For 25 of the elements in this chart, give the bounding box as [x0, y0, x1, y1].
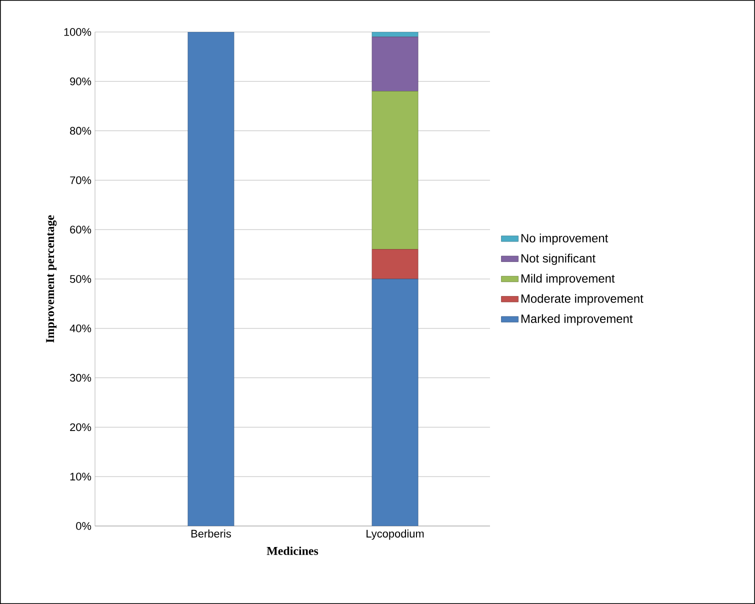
- x-axis-title: Medicines: [266, 546, 318, 555]
- x-tick-label: Berberis: [191, 530, 231, 538]
- y-tick-label: 0%: [76, 522, 92, 530]
- y-tick-label: 20%: [70, 423, 92, 432]
- bar: [188, 32, 234, 526]
- y-axis-title: Improvement percentage: [46, 215, 57, 343]
- y-tick-label: 100%: [64, 28, 92, 36]
- legend-label: Marked improvement: [521, 314, 633, 326]
- legend-label: No improvement: [521, 234, 608, 245]
- legend-label: Mild improvement: [521, 274, 615, 286]
- y-tick-label: 70%: [70, 176, 92, 184]
- y-tick-label: 80%: [70, 126, 92, 135]
- legend-label: Moderate improvement: [521, 294, 644, 306]
- y-tick-label: 10%: [70, 472, 92, 480]
- y-tick-label: 60%: [70, 226, 92, 234]
- y-tick-label: 50%: [70, 275, 92, 283]
- bar: [372, 249, 418, 280]
- x-tick-label: Lycopodium: [366, 530, 424, 540]
- y-tick-label: 40%: [70, 324, 92, 332]
- y-tick-label: 30%: [70, 374, 92, 382]
- y-tick-label: 90%: [70, 78, 92, 86]
- legend-label: Not significant: [521, 254, 596, 265]
- bar: [372, 36, 418, 92]
- bar: [372, 91, 418, 250]
- bar: [372, 278, 418, 526]
